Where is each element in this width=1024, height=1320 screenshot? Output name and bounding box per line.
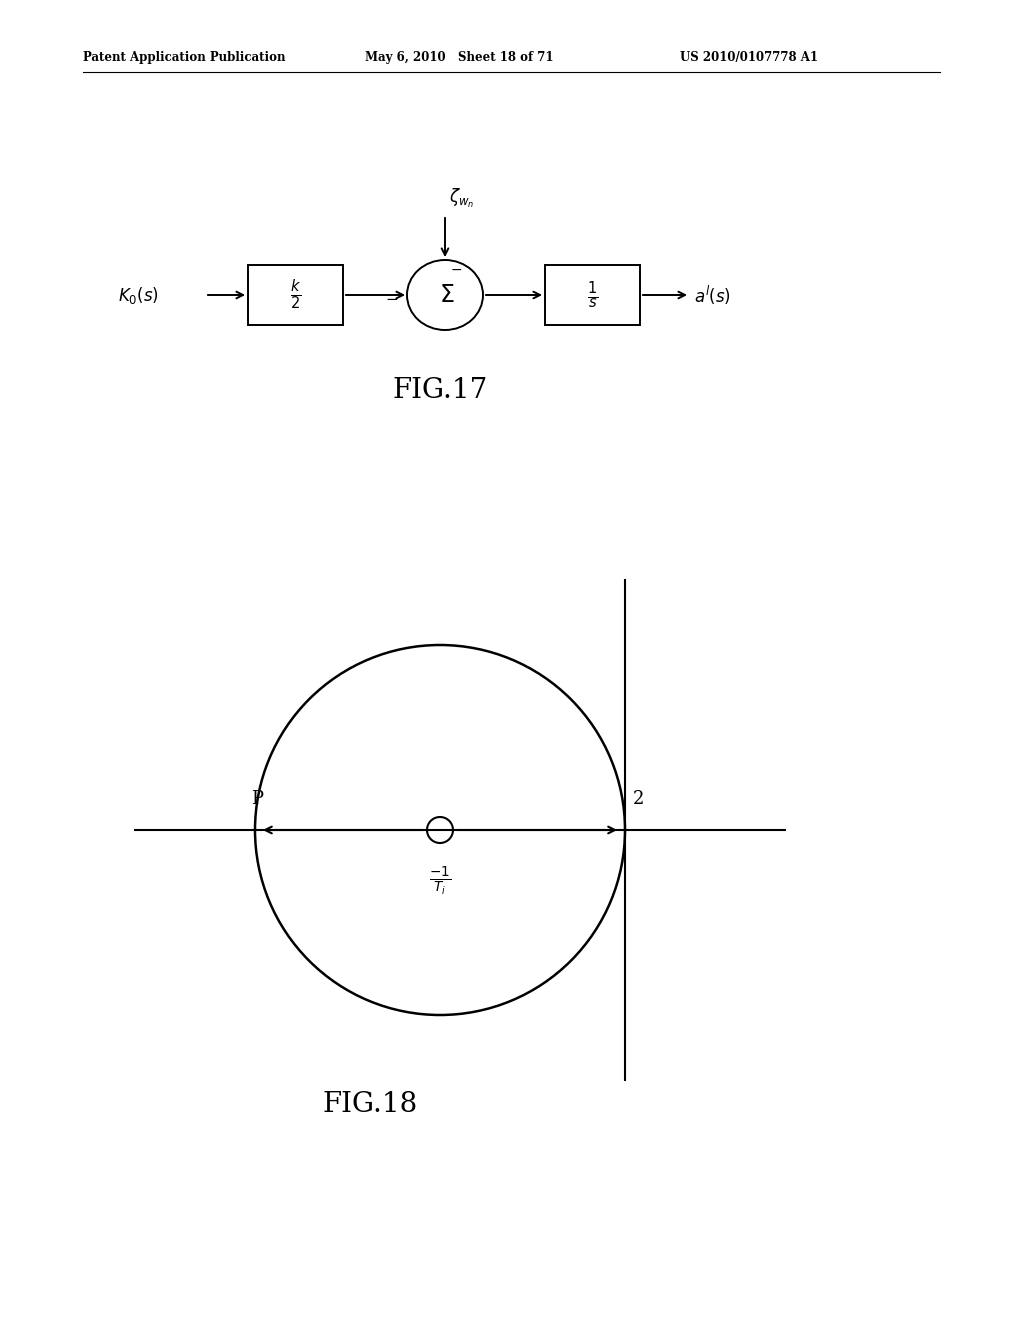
Text: $K_0(s)$: $K_0(s)$ bbox=[118, 285, 159, 305]
Text: $\frac{1}{s}$: $\frac{1}{s}$ bbox=[587, 279, 598, 310]
Text: $\Sigma$: $\Sigma$ bbox=[439, 284, 455, 306]
Text: US 2010/0107778 A1: US 2010/0107778 A1 bbox=[680, 51, 818, 65]
Bar bbox=[248, 265, 343, 325]
Text: $-$: $-$ bbox=[450, 261, 462, 276]
Text: FIG.18: FIG.18 bbox=[323, 1092, 418, 1118]
Text: May 6, 2010   Sheet 18 of 71: May 6, 2010 Sheet 18 of 71 bbox=[365, 51, 554, 65]
Text: $\frac{-1}{T_i}$: $\frac{-1}{T_i}$ bbox=[429, 865, 451, 898]
Text: $a^l(s)$: $a^l(s)$ bbox=[694, 284, 731, 306]
Circle shape bbox=[427, 817, 453, 843]
Text: Patent Application Publication: Patent Application Publication bbox=[83, 51, 286, 65]
Text: $-$: $-$ bbox=[385, 290, 398, 305]
Text: 2: 2 bbox=[633, 789, 644, 808]
Bar bbox=[545, 265, 640, 325]
Text: P: P bbox=[251, 789, 263, 808]
Ellipse shape bbox=[407, 260, 483, 330]
Circle shape bbox=[255, 645, 625, 1015]
Text: FIG.17: FIG.17 bbox=[392, 376, 487, 404]
Text: $\frac{k}{2}$: $\frac{k}{2}$ bbox=[290, 277, 301, 313]
Text: $\zeta_{w_n}$: $\zeta_{w_n}$ bbox=[449, 186, 474, 210]
